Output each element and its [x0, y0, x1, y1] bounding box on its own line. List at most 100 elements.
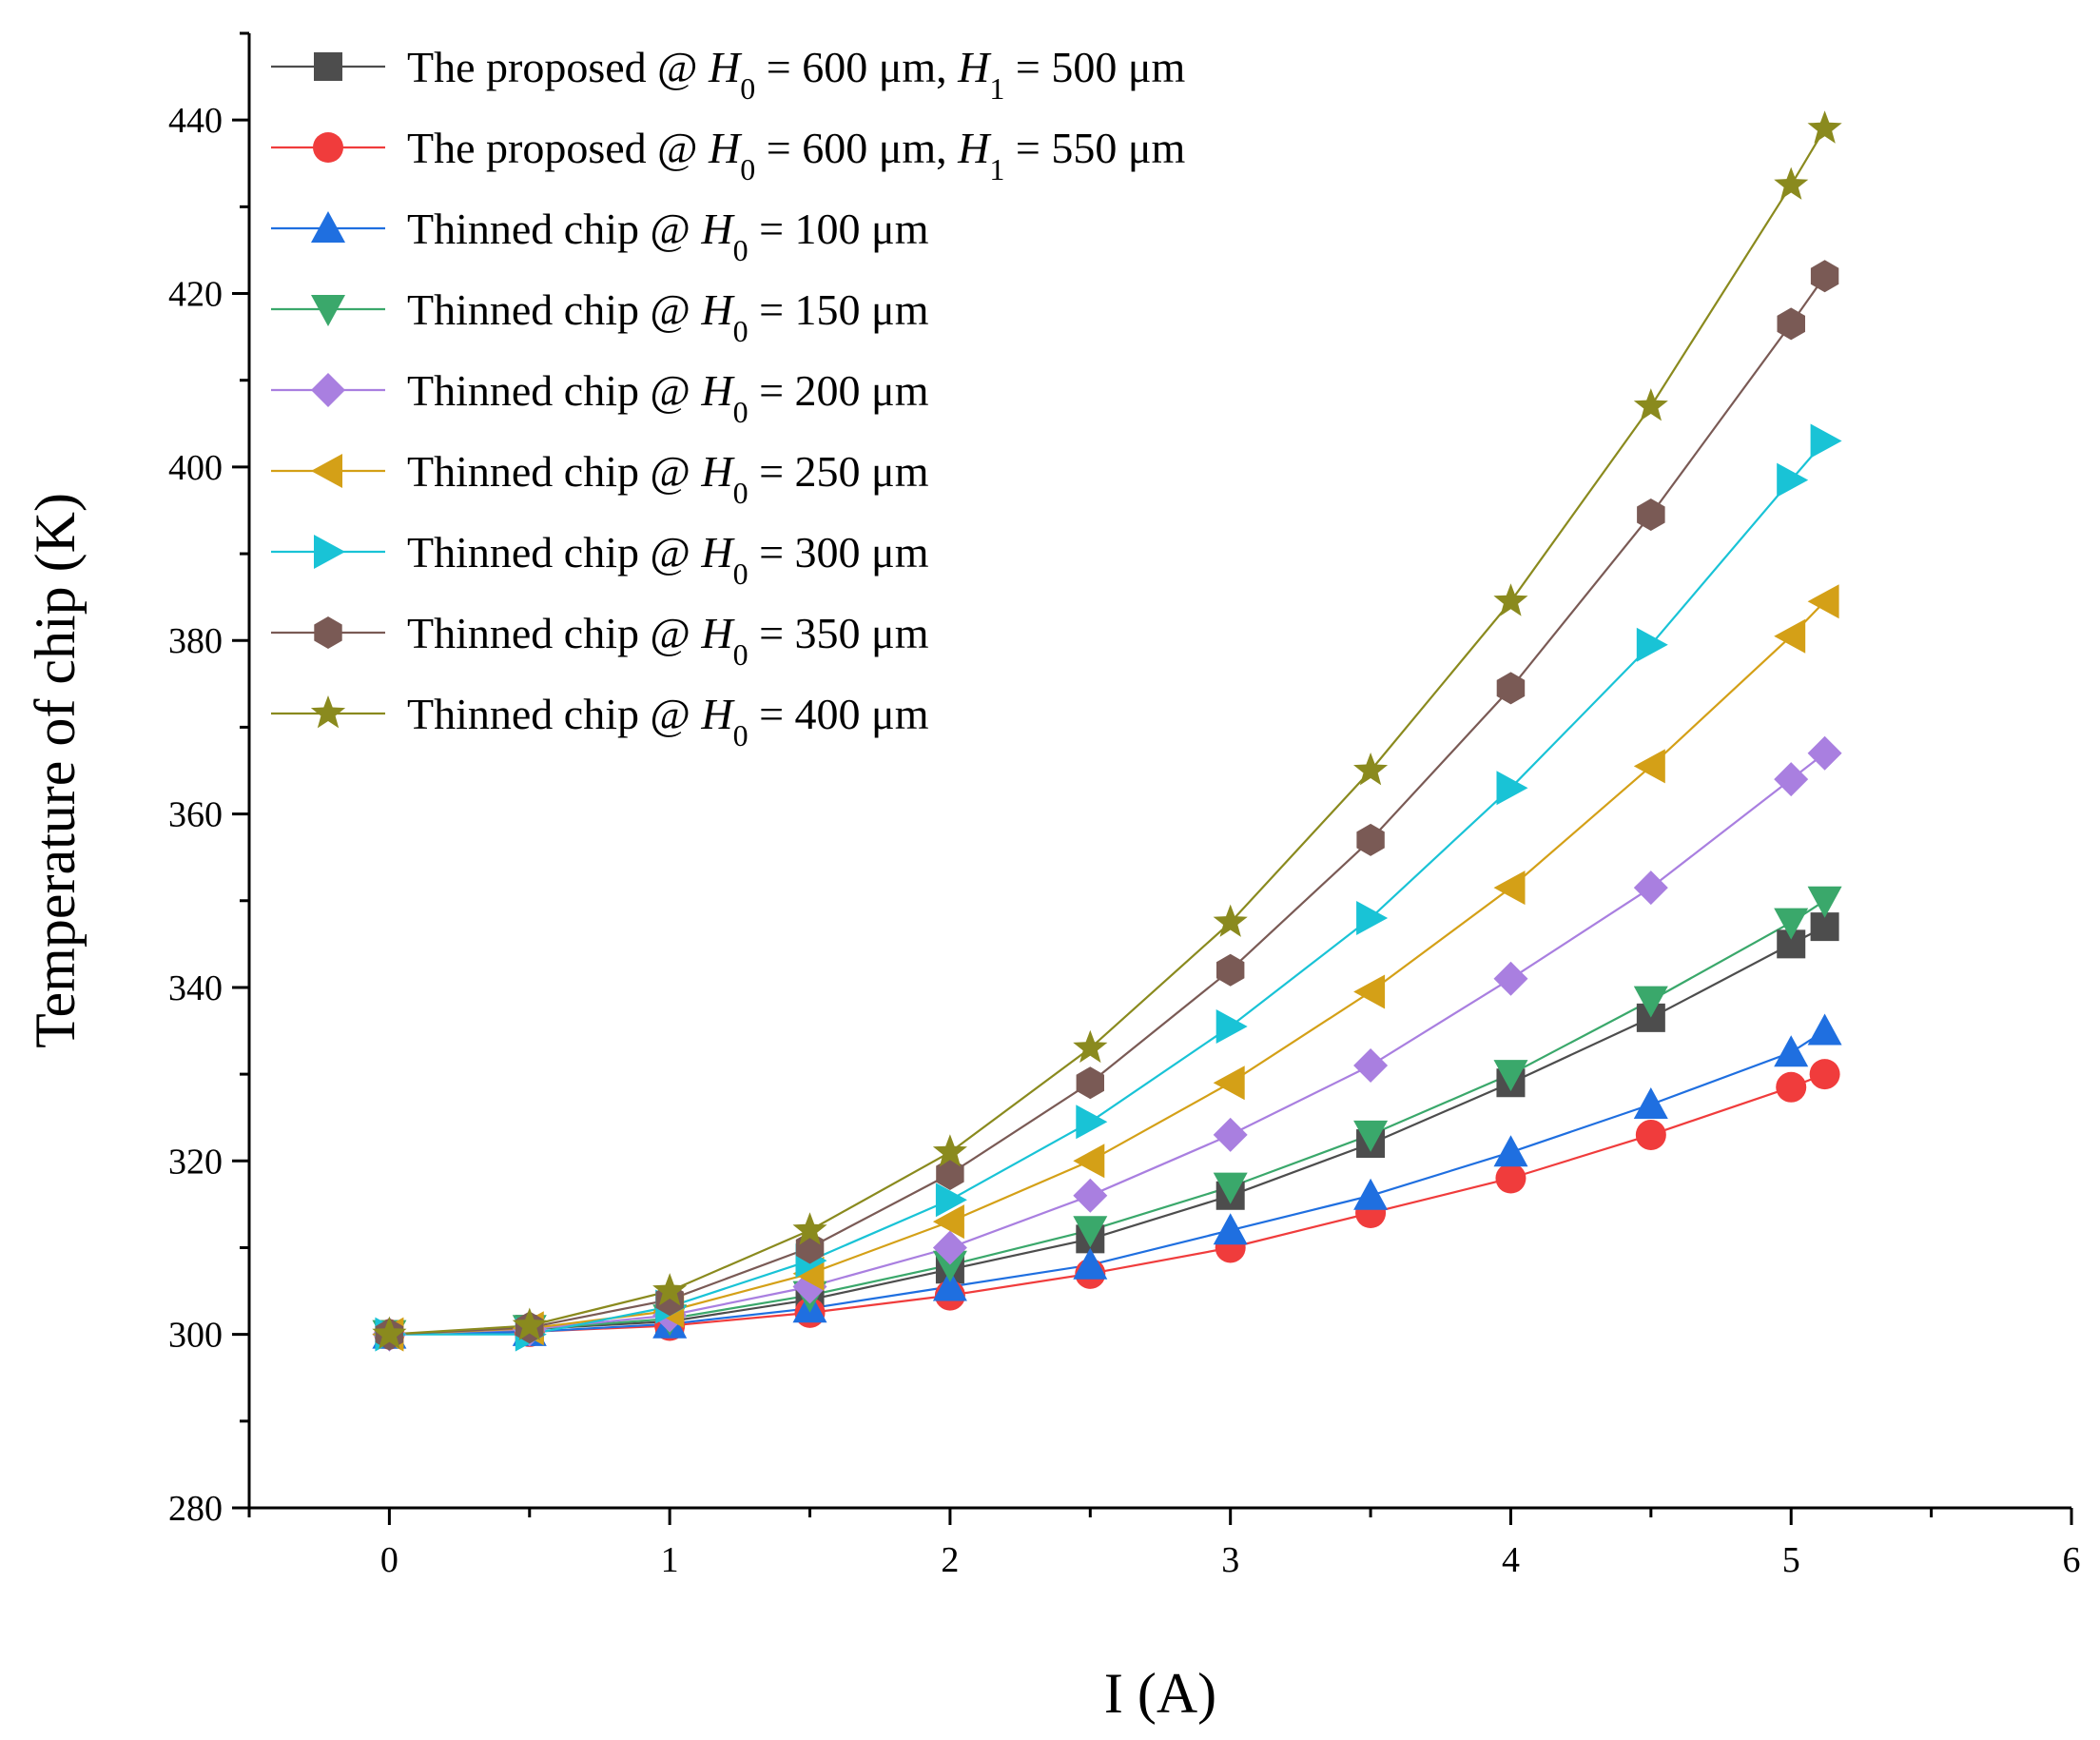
data-point: [1774, 166, 1809, 200]
legend-marker: [311, 373, 345, 407]
legend-item-1: The proposed @ H0 = 600 μm, H1 = 500 μm: [271, 43, 1185, 106]
legend-label: Thinned chip @ H0 = 250 μm: [407, 447, 929, 510]
data-point: [1073, 1029, 1108, 1064]
legend-label: Thinned chip @ H0 = 200 μm: [407, 366, 929, 429]
legend-label: Thinned chip @ H0 = 400 μm: [407, 690, 929, 753]
legend-item-9: Thinned chip @ H0 = 400 μm: [271, 690, 929, 753]
legend-label: Thinned chip @ H0 = 150 μm: [407, 285, 929, 348]
series-markers-5: [372, 735, 1842, 1352]
series-lines: [389, 127, 1826, 1336]
legend-marker: [311, 211, 345, 243]
series-markers-4: [372, 886, 1842, 1352]
x-tick-label: 6: [2063, 1540, 2081, 1580]
x-axis-title: I (A): [1104, 1662, 1216, 1725]
y-tick-label: 340: [168, 968, 223, 1008]
plot-frame: [247, 33, 2071, 1510]
legend: The proposed @ H0 = 600 μm, H1 = 500 μm T…: [271, 43, 1185, 753]
legend-label: Thinned chip @ H0 = 350 μm: [407, 609, 929, 672]
legend-item-4: Thinned chip @ H0 = 150 μm: [271, 285, 929, 348]
legend-item-6: Thinned chip @ H0 = 250 μm: [271, 447, 929, 510]
data-point: [1636, 627, 1668, 662]
data-point: [932, 1230, 967, 1265]
x-tick-label: 5: [1782, 1540, 1800, 1580]
series-markers-9: [372, 110, 1842, 1349]
data-point: [1633, 986, 1668, 1018]
data-point: [1213, 1213, 1248, 1245]
y-tick-label: 280: [168, 1489, 223, 1529]
x-tick-label: 2: [941, 1540, 959, 1580]
data-point: [1774, 618, 1806, 654]
legend-item-3: Thinned chip @ H0 = 100 μm: [271, 205, 929, 267]
series-line-7: [389, 440, 1826, 1336]
data-point: [1216, 953, 1245, 987]
y-axis-title: Temperature of chip (K): [24, 493, 87, 1048]
legend-item-7: Thinned chip @ H0 = 300 μm: [271, 528, 929, 591]
data-point: [1633, 870, 1668, 906]
y-tick-label: 400: [168, 448, 223, 488]
data-point: [1356, 823, 1385, 856]
legend-label: The proposed @ H0 = 600 μm, H1 = 500 μm: [407, 43, 1185, 106]
data-point: [1493, 583, 1528, 616]
series-line-5: [389, 752, 1826, 1336]
legend-label: Thinned chip @ H0 = 100 μm: [407, 205, 929, 267]
x-tick-label: 3: [1221, 1540, 1239, 1580]
y-tick-label: 380: [168, 621, 223, 661]
series-markers-1: [375, 912, 1839, 1349]
x-axis-ticks: 0 1 2 3 4 5 6: [247, 1508, 2081, 1580]
data-point: [1810, 423, 1842, 459]
data-point: [1810, 260, 1839, 293]
series-markers-2: [374, 1059, 1840, 1350]
data-point: [1353, 974, 1386, 1009]
data-point: [1353, 1048, 1389, 1083]
legend-item-5: Thinned chip @ H0 = 200 μm: [271, 366, 929, 429]
data-point: [1807, 584, 1839, 619]
series-markers: [372, 110, 1842, 1352]
legend-marker: [311, 295, 345, 326]
data-point: [1215, 1009, 1248, 1044]
legend-label: The proposed @ H0 = 600 μm, H1 = 550 μm: [407, 124, 1185, 186]
data-point: [1774, 762, 1809, 797]
series-line-6: [389, 600, 1826, 1336]
data-point: [372, 1316, 407, 1349]
data-point: [1807, 1013, 1842, 1046]
series-markers-8: [375, 260, 1839, 1351]
data-point: [1073, 1178, 1108, 1213]
legend-label: Thinned chip @ H0 = 300 μm: [407, 528, 929, 591]
series-line-1: [389, 926, 1826, 1336]
data-point: [1633, 749, 1665, 784]
data-point: [932, 1250, 967, 1282]
legend-item-2: The proposed @ H0 = 600 μm, H1 = 550 μm: [271, 124, 1185, 186]
data-point: [792, 1212, 827, 1245]
data-point: [1073, 1144, 1105, 1179]
data-point: [1807, 735, 1842, 771]
data-point: [1774, 908, 1809, 940]
data-point: [1776, 1071, 1807, 1103]
legend-marker: [314, 616, 342, 649]
data-point: [512, 1307, 547, 1340]
series-line-4: [389, 899, 1826, 1336]
series-line-2: [389, 1073, 1825, 1336]
data-point: [1777, 307, 1805, 341]
x-tick-label: 0: [380, 1540, 399, 1580]
data-point: [1356, 901, 1389, 935]
data-point: [1493, 870, 1526, 906]
data-point: [1495, 1163, 1526, 1194]
series-line-3: [389, 1029, 1826, 1336]
data-point: [1633, 388, 1668, 421]
data-point: [932, 1269, 967, 1301]
data-point: [1496, 771, 1528, 806]
data-point: [1774, 1035, 1809, 1067]
data-point: [1353, 753, 1389, 786]
data-point: [1493, 1135, 1528, 1167]
data-point: [932, 1134, 967, 1167]
data-point: [1493, 961, 1528, 996]
series-line-8: [389, 275, 1826, 1336]
y-tick-label: 300: [168, 1316, 223, 1356]
data-point: [1073, 1247, 1108, 1280]
data-point: [1213, 1066, 1245, 1101]
y-tick-label: 320: [168, 1142, 223, 1182]
series-line-9: [389, 127, 1826, 1336]
data-point: [936, 1158, 964, 1190]
legend-marker: [313, 132, 343, 163]
